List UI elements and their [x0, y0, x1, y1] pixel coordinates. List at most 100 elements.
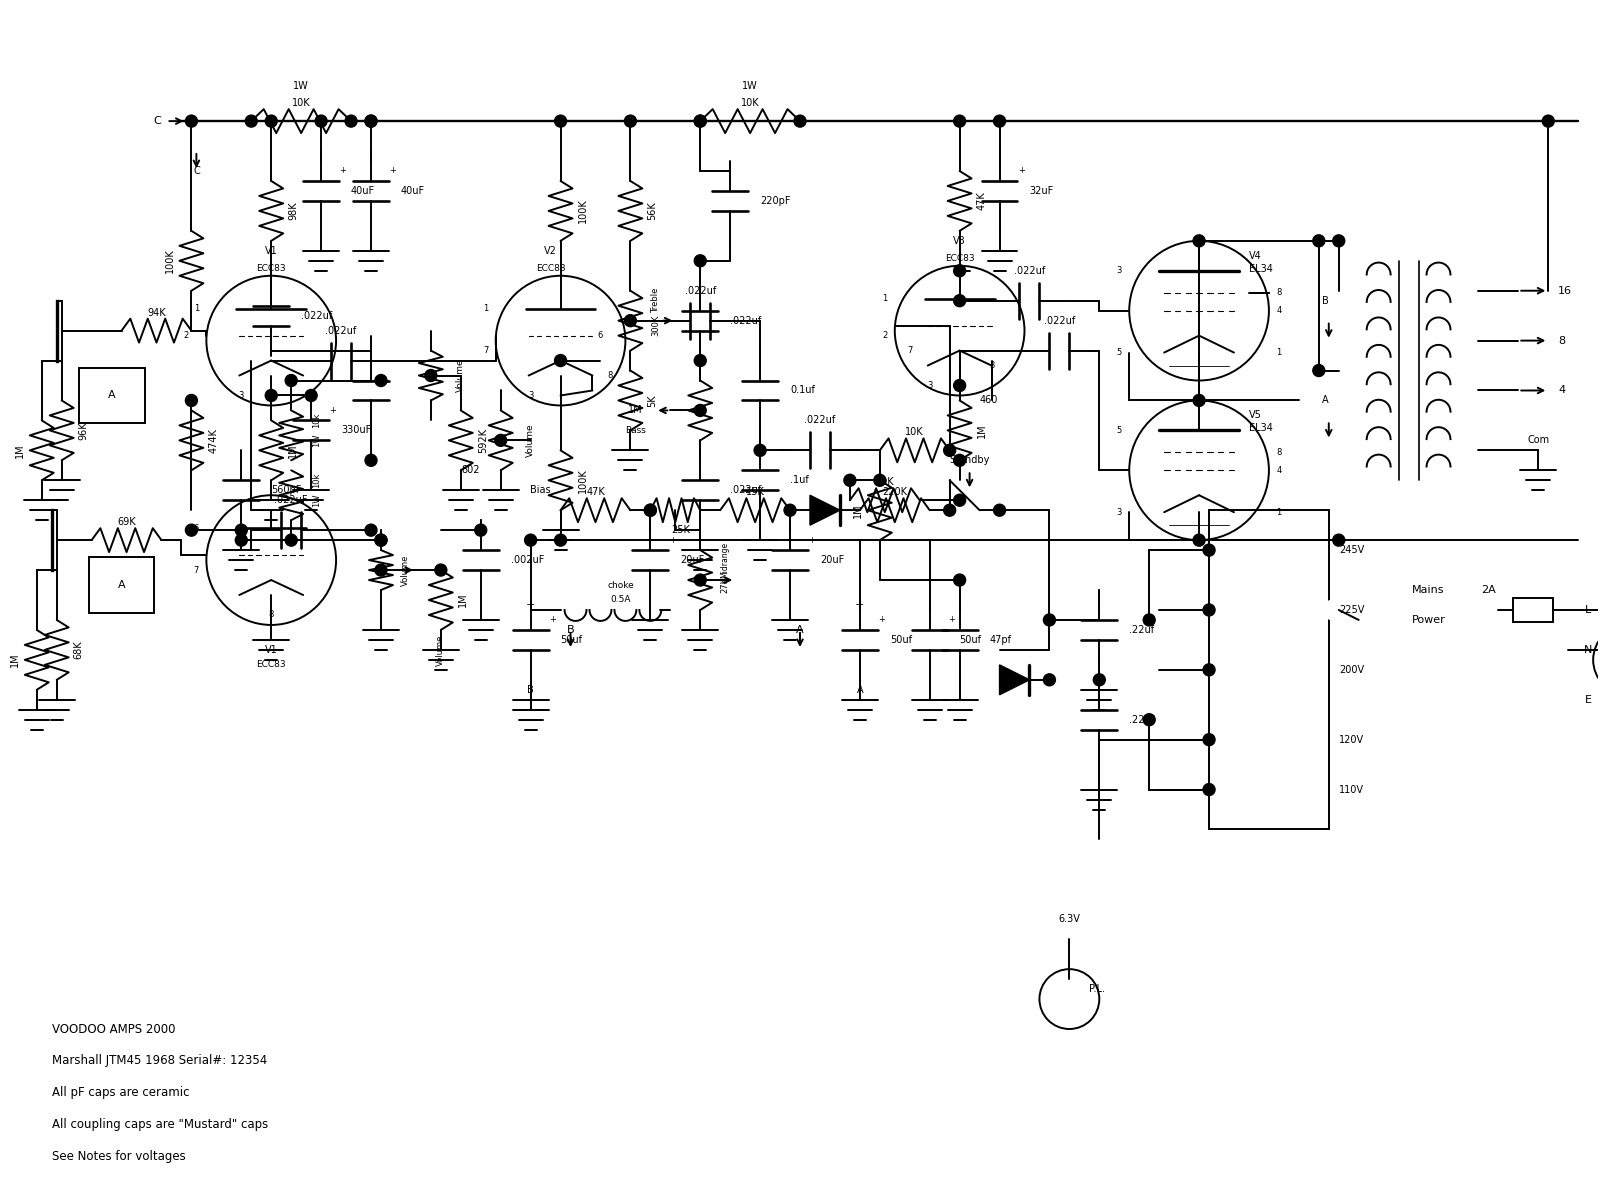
Circle shape	[306, 390, 317, 402]
Circle shape	[624, 314, 637, 326]
Text: 100K: 100K	[578, 468, 587, 493]
Text: 10k: 10k	[312, 473, 320, 488]
Text: 245V: 245V	[1339, 545, 1363, 556]
Circle shape	[694, 115, 706, 127]
Text: +: +	[808, 535, 816, 545]
Text: 1M: 1M	[458, 593, 467, 607]
Text: E: E	[1584, 695, 1592, 704]
Circle shape	[365, 115, 378, 127]
Circle shape	[694, 404, 706, 416]
Circle shape	[954, 494, 966, 506]
Text: L: L	[1586, 605, 1592, 614]
Circle shape	[1144, 714, 1155, 726]
Text: .022uf: .022uf	[301, 311, 333, 320]
Text: 8: 8	[269, 611, 274, 619]
Text: .022uF: .022uF	[275, 496, 307, 505]
Circle shape	[245, 115, 258, 127]
Circle shape	[285, 534, 298, 546]
Text: See Notes for voltages: See Notes for voltages	[51, 1151, 186, 1163]
Text: EL34: EL34	[1250, 424, 1274, 433]
Text: 7: 7	[907, 346, 912, 355]
Circle shape	[944, 444, 955, 456]
Text: 474K: 474K	[208, 428, 218, 452]
Circle shape	[374, 534, 387, 546]
Text: Midrange: Midrange	[720, 542, 730, 578]
Text: B: B	[1322, 295, 1328, 306]
Text: 110V: 110V	[1339, 785, 1363, 794]
Text: +: +	[878, 616, 885, 624]
Text: +: +	[526, 600, 536, 610]
Text: +: +	[669, 535, 675, 545]
Circle shape	[374, 564, 387, 576]
Polygon shape	[810, 496, 840, 526]
Circle shape	[365, 115, 378, 127]
Polygon shape	[1000, 665, 1029, 695]
Text: 40uF: 40uF	[350, 186, 374, 196]
Circle shape	[1542, 115, 1554, 127]
Circle shape	[285, 374, 298, 386]
Circle shape	[1203, 664, 1214, 676]
Text: 10K: 10K	[875, 478, 894, 487]
Text: Volume: Volume	[437, 634, 445, 666]
Circle shape	[555, 534, 566, 546]
Text: 3: 3	[989, 361, 995, 370]
Text: 2A: 2A	[1482, 586, 1496, 595]
Circle shape	[1194, 235, 1205, 247]
Text: 2: 2	[184, 331, 189, 340]
Text: 1W: 1W	[293, 82, 309, 91]
Circle shape	[1314, 235, 1325, 247]
Text: 100K: 100K	[165, 248, 174, 274]
Text: +: +	[389, 167, 397, 175]
Text: 98K: 98K	[288, 202, 298, 221]
Text: 5K: 5K	[648, 394, 658, 407]
Circle shape	[954, 265, 966, 277]
Text: 3: 3	[238, 391, 243, 400]
Text: +: +	[339, 167, 347, 175]
Text: +: +	[786, 510, 795, 520]
Text: 1M: 1M	[629, 406, 643, 415]
Circle shape	[954, 455, 966, 467]
Circle shape	[525, 534, 536, 546]
Text: V2: V2	[544, 246, 557, 256]
Text: 40uF: 40uF	[402, 186, 426, 196]
Text: C: C	[194, 166, 200, 176]
Text: 120V: 120V	[1339, 734, 1363, 745]
Circle shape	[694, 354, 706, 366]
Text: Mains: Mains	[1413, 586, 1445, 595]
Text: .022uf: .022uf	[685, 286, 715, 295]
Circle shape	[346, 115, 357, 127]
Circle shape	[266, 390, 277, 402]
Text: A: A	[797, 625, 803, 635]
Text: .22uf: .22uf	[1130, 715, 1154, 725]
Circle shape	[186, 395, 197, 407]
Text: 1M: 1M	[288, 443, 298, 457]
Text: 225V: 225V	[1339, 605, 1365, 614]
Text: 220pF: 220pF	[760, 196, 790, 206]
Circle shape	[645, 504, 656, 516]
Text: 96K: 96K	[78, 421, 88, 439]
Text: 1M: 1M	[976, 424, 987, 438]
Circle shape	[994, 504, 1005, 516]
Text: 4: 4	[1558, 385, 1565, 396]
Text: 1M: 1M	[853, 503, 862, 517]
Text: 25K: 25K	[670, 526, 690, 535]
Text: +: +	[854, 600, 864, 610]
Text: A: A	[118, 580, 125, 590]
Text: .022uf: .022uf	[730, 316, 762, 325]
Text: 1: 1	[1277, 348, 1282, 358]
Text: 1W: 1W	[312, 493, 320, 506]
Circle shape	[186, 524, 197, 536]
Text: N: N	[1584, 644, 1592, 655]
Circle shape	[1203, 544, 1214, 556]
Circle shape	[954, 574, 966, 586]
Circle shape	[1043, 674, 1056, 686]
Text: 5: 5	[1117, 348, 1122, 358]
Circle shape	[1314, 365, 1325, 377]
Text: 3: 3	[926, 380, 933, 390]
Text: 20uF: 20uF	[819, 556, 845, 565]
Text: P.L.: P.L.	[1090, 984, 1106, 994]
Text: V1: V1	[266, 644, 278, 655]
Text: V1: V1	[266, 246, 278, 256]
Circle shape	[794, 115, 806, 127]
Bar	[1210, 510, 1328, 829]
